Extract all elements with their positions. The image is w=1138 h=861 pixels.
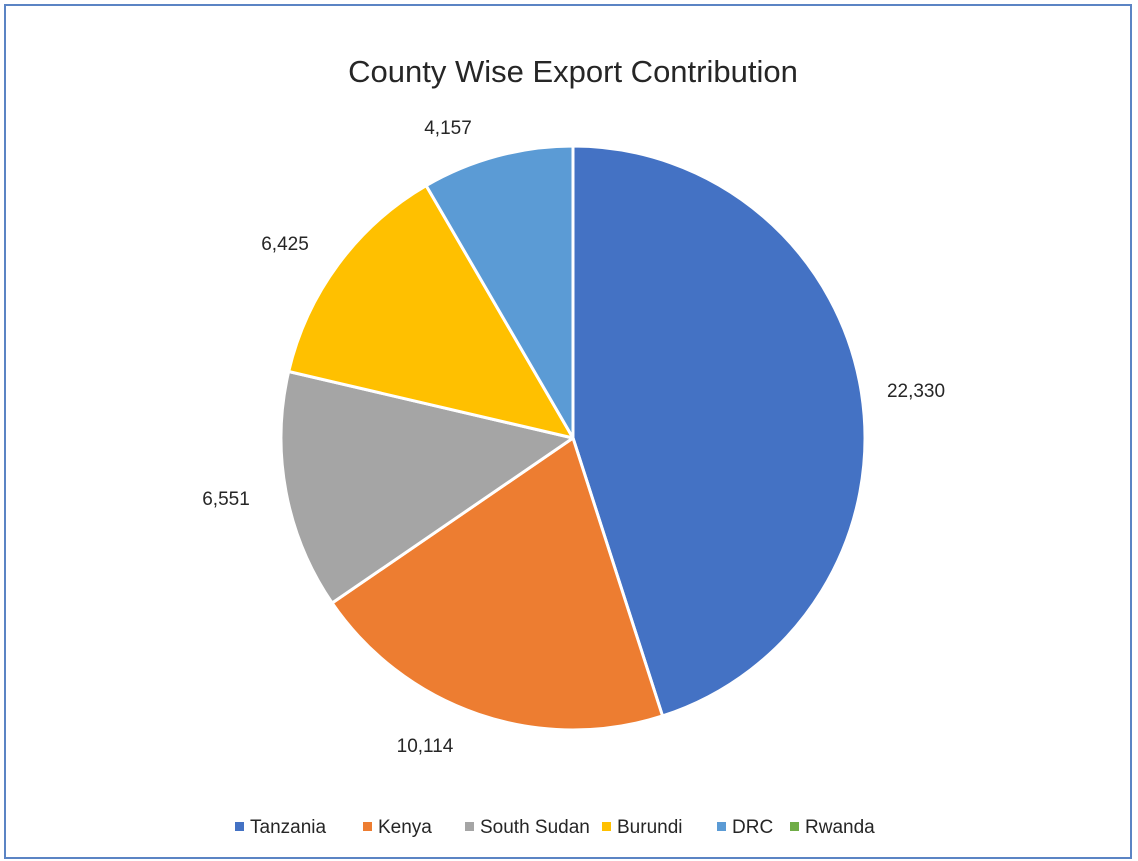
legend-label-burundi: Burundi (617, 817, 683, 838)
legend-item-burundi: Burundi (602, 817, 683, 838)
legend-item-kenya: Kenya (363, 817, 432, 838)
legend-swatch-rwanda (790, 822, 799, 831)
legend-swatch-drc (717, 822, 726, 831)
data-label-south-sudan: 6,551 (202, 489, 250, 510)
legend-label-south-sudan: South Sudan (480, 817, 590, 838)
pie-slices (279, 144, 867, 732)
legend-label-drc: DRC (732, 817, 773, 838)
pie-slice-south-sudan (279, 370, 575, 605)
legend-swatch-south-sudan (465, 822, 474, 831)
legend-swatch-burundi (602, 822, 611, 831)
chart-title: County Wise Export Contribution (348, 54, 798, 89)
pie-data-labels: 22,330 10,114 6,551 6,425 4,157 (202, 118, 945, 757)
legend-swatch-kenya (363, 822, 372, 831)
data-label-drc: 4,157 (424, 118, 472, 139)
legend-item-tanzania: Tanzania (235, 817, 326, 838)
legend-item-south-sudan: South Sudan (465, 817, 590, 838)
data-label-burundi: 6,425 (261, 234, 309, 255)
data-label-tanzania: 22,330 (887, 381, 945, 402)
data-label-kenya: 10,114 (397, 736, 454, 757)
legend-label-tanzania: Tanzania (250, 817, 326, 838)
pie-slice-tanzania (571, 144, 867, 718)
legend-label-rwanda: Rwanda (805, 817, 875, 838)
pie-slice-kenya (330, 436, 665, 732)
legend-label-kenya: Kenya (378, 817, 432, 838)
legend-item-rwanda: Rwanda (790, 817, 875, 838)
pie-slice-burundi (287, 184, 575, 440)
legend-item-drc: DRC (717, 817, 773, 838)
pie-slice-drc (424, 144, 575, 440)
legend-swatch-tanzania (235, 822, 244, 831)
chart-legend: Tanzania Kenya South Sudan Burundi DRC Rwanda (235, 817, 875, 838)
